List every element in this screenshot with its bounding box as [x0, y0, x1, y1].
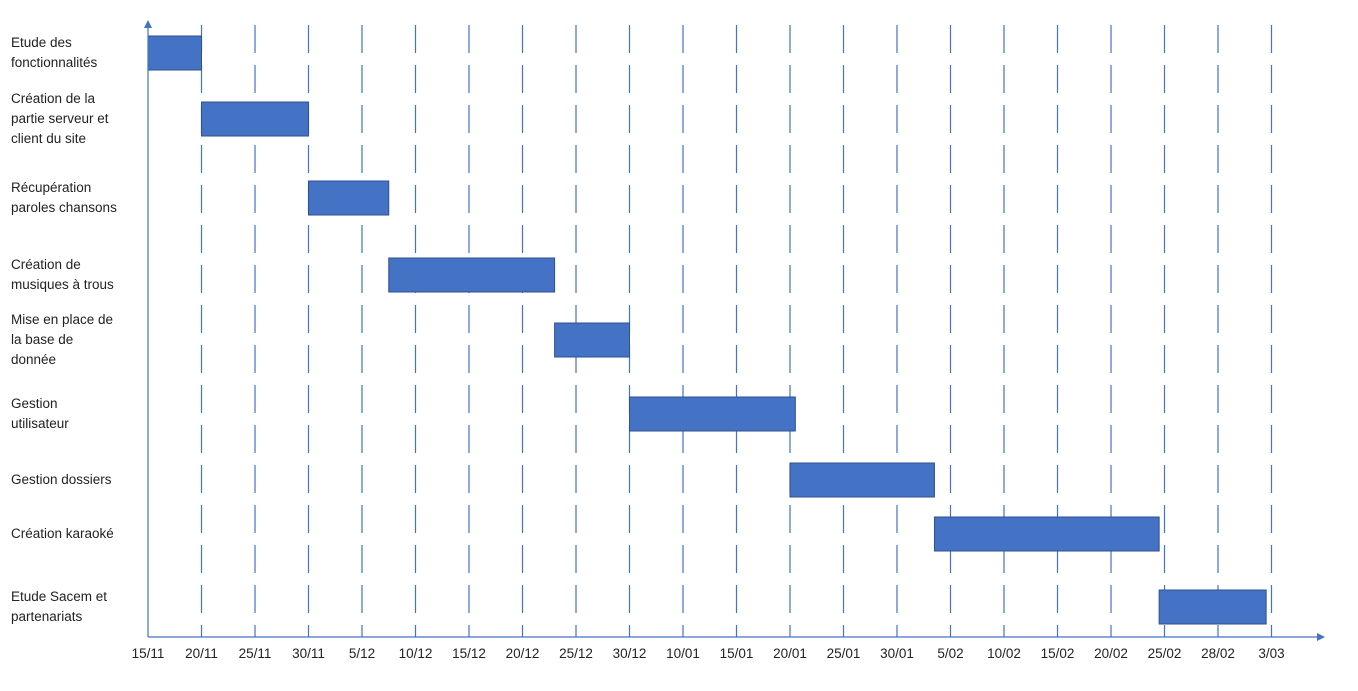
x-tick-label: 20/01 [773, 646, 807, 661]
task-bar [201, 101, 309, 137]
task-bar [789, 462, 935, 498]
task-label: Etude Sacem et partenariats [11, 589, 108, 624]
x-tick-label: 15/11 [132, 646, 165, 661]
x-tick-labels: 15/11 20/11 25/11 30/11 5/12 10/12 15/12 20/12 2… [132, 646, 1285, 661]
task-bar [308, 180, 390, 216]
x-tick-label: 15/01 [720, 646, 754, 661]
x-tick-label: 30/12 [613, 646, 647, 661]
y-axis-arrow [144, 20, 152, 28]
task-label: Mise en place de la base de donnée [11, 312, 114, 367]
task-label: Gestion dossiers [11, 472, 112, 487]
x-tick-label: 10/01 [666, 646, 700, 661]
task-bar [629, 396, 796, 432]
x-tick-label: 25/01 [827, 646, 861, 661]
x-tick-label: 28/02 [1201, 646, 1235, 661]
x-tick-label: 20/12 [506, 646, 540, 661]
x-tick-label: 20/11 [185, 646, 218, 661]
x-tick-label: 3/03 [1258, 646, 1284, 661]
task-bar [147, 35, 202, 71]
x-tick-label: 5/12 [349, 646, 375, 661]
x-tick-label: 15/12 [452, 646, 486, 661]
task-label: Création karaoké [11, 526, 114, 541]
x-axis-arrow [1317, 633, 1325, 641]
x-tick-label: 10/12 [399, 646, 433, 661]
task-bar [933, 516, 1160, 552]
task-label: Etude des fonctionnalités [11, 35, 98, 70]
x-tick-label: 5/02 [937, 646, 963, 661]
axes [144, 20, 1325, 641]
x-tick-label: 25/11 [239, 646, 272, 661]
x-tick-label: 25/02 [1148, 646, 1182, 661]
x-tick-label: 30/11 [292, 646, 325, 661]
task-bars [147, 35, 1267, 625]
x-tick-label: 30/01 [880, 646, 914, 661]
task-label: Création de musiques à trous [11, 257, 114, 292]
task-label: Création de la partie serveur et client … [11, 91, 109, 146]
x-tick-label: 20/02 [1094, 646, 1128, 661]
x-tick-label: 10/02 [987, 646, 1021, 661]
x-tick-label: 15/02 [1041, 646, 1075, 661]
task-label: Récupération paroles chansons [11, 180, 117, 215]
task-label: Gestion utilisateur [11, 396, 69, 431]
task-bar [1158, 589, 1267, 625]
task-bar [388, 257, 556, 293]
task-bar [554, 322, 630, 358]
x-tick-label: 25/12 [559, 646, 593, 661]
